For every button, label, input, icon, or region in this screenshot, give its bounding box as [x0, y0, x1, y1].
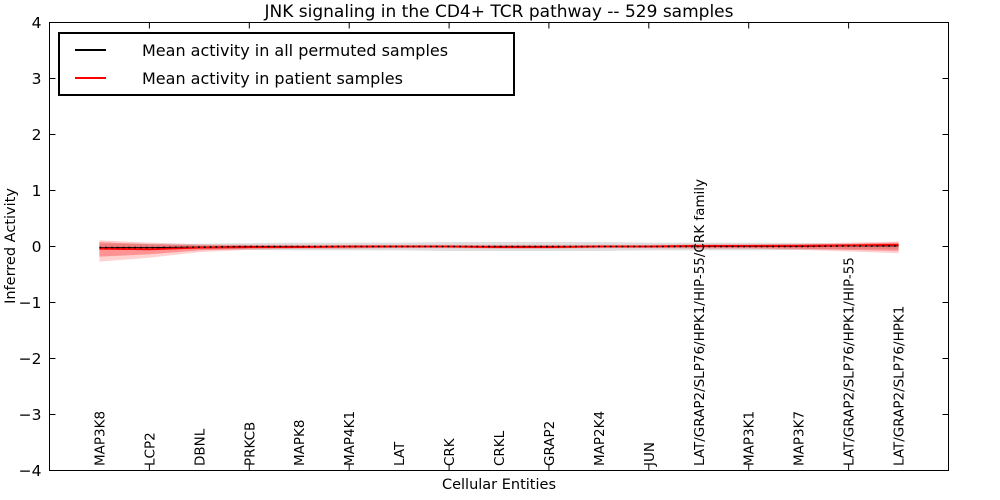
- chart-title: JNK signaling in the CD4+ TCR pathway --…: [264, 2, 734, 22]
- legend-label: Mean activity in all permuted samples: [142, 40, 449, 60]
- x-tick-label: PRKCB: [242, 422, 258, 466]
- x-tick-label: LAT/GRAP2/SLP76/HPK1/HIP-55: [842, 257, 858, 466]
- y-tick-label: −4: [19, 462, 42, 480]
- patient-line-swatch: [75, 77, 106, 79]
- legend-box: Mean activity in all permuted samples Me…: [58, 32, 515, 96]
- x-axis-label: Cellular Entities: [441, 477, 557, 493]
- y-tick-label: 3: [32, 70, 42, 88]
- y-tick-label: 4: [32, 14, 42, 32]
- x-tick-label: MAP3K1: [742, 411, 758, 466]
- x-tick-label: MAP3K7: [792, 411, 808, 466]
- permuted-line-swatch: [75, 49, 106, 51]
- y-tick-label: −1: [19, 294, 42, 312]
- x-tick-label: LAT: [392, 441, 408, 466]
- x-tick-label: LCP2: [142, 432, 158, 466]
- x-tick-label: GRAP2: [542, 421, 558, 466]
- x-tick-label: LAT/GRAP2/SLP76/HPK1: [892, 306, 908, 466]
- x-tick-label: MAP2K4: [592, 411, 608, 466]
- y-axis-label: Inferred Activity: [3, 188, 19, 304]
- x-tick-label: JUN: [642, 442, 658, 467]
- legend-item-patient: Mean activity in patient samples: [60, 64, 513, 92]
- y-tick-label: 0: [32, 238, 42, 256]
- y-tick-label: −3: [19, 406, 42, 424]
- x-tick-label: MAP4K1: [342, 411, 358, 466]
- x-tick-label: CRKL: [492, 430, 508, 466]
- x-tick-label: MAP3K8: [92, 411, 108, 466]
- x-tick-label: DBNL: [192, 428, 208, 466]
- legend-label: Mean activity in patient samples: [142, 68, 403, 88]
- legend-item-permuted: Mean activity in all permuted samples: [60, 36, 513, 64]
- x-tick-label: LAT/GRAP2/SLP76/HPK1/HIP-55/CRK family: [692, 179, 708, 466]
- y-tick-label: 1: [32, 182, 42, 200]
- x-tick-label: MAPK8: [292, 420, 308, 466]
- patient-mean-line: [99, 243, 899, 251]
- y-tick-label: −2: [19, 350, 42, 368]
- x-tick-label: CRK: [442, 437, 458, 466]
- y-tick-label: 2: [32, 126, 42, 144]
